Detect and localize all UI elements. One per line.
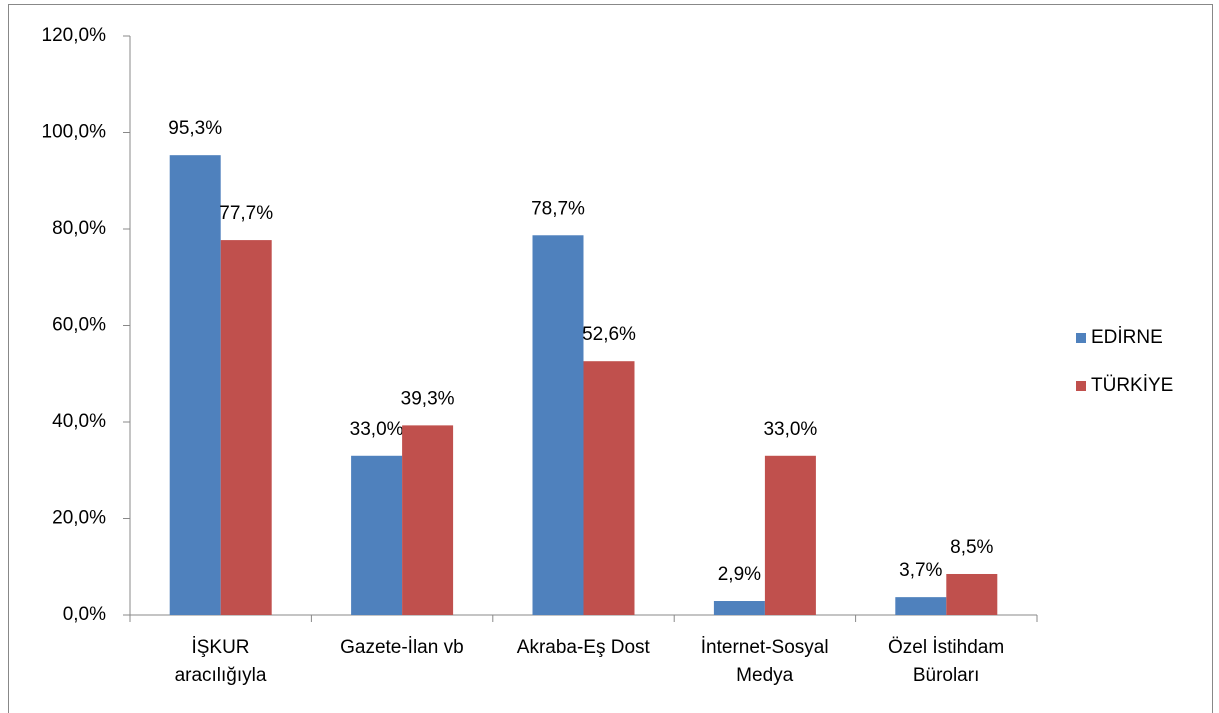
y-tick-label: 40,0% — [52, 411, 106, 432]
data-label: 39,3% — [401, 388, 455, 409]
data-label: 52,6% — [582, 324, 636, 345]
bar — [402, 425, 454, 615]
y-tick-label: 60,0% — [52, 315, 106, 336]
data-label: 95,3% — [168, 118, 222, 139]
data-label: 8,5% — [950, 537, 993, 558]
bar — [583, 361, 635, 615]
x-tick-label: Gazete-İlan vb — [340, 637, 464, 658]
legend-label: EDİRNE — [1091, 327, 1163, 348]
bar — [351, 455, 403, 615]
x-tick-label: Özel İstihdam Büroları — [888, 637, 1005, 686]
y-tick-label: 80,0% — [52, 218, 106, 239]
data-label: 33,0% — [350, 419, 404, 440]
x-tick-label: Akraba-Eş Dost — [516, 637, 650, 658]
y-tick-label: 100,0% — [42, 122, 107, 143]
data-label: 3,7% — [899, 560, 942, 581]
x-tick-label: İnternet-Sosyal Medya — [700, 637, 829, 686]
y-tick-label: 120,0% — [42, 25, 107, 46]
bar — [895, 597, 947, 615]
data-label: 77,7% — [219, 203, 273, 224]
bar — [220, 240, 272, 615]
legend-label: TÜRKİYE — [1091, 375, 1173, 396]
data-label: 33,0% — [763, 419, 817, 440]
bar — [946, 573, 998, 615]
chart-frame — [8, 4, 1213, 713]
y-tick-label: 20,0% — [52, 508, 106, 529]
bar — [169, 155, 221, 616]
x-tick-label: İŞKUR aracılığıyla — [174, 637, 267, 686]
data-label: 78,7% — [531, 198, 585, 219]
legend-swatch — [1076, 381, 1086, 391]
bar — [713, 601, 765, 615]
y-tick-label: 0,0% — [63, 604, 106, 625]
bar — [532, 235, 584, 615]
bar — [764, 455, 816, 615]
data-label: 2,9% — [718, 564, 761, 585]
legend-swatch — [1076, 333, 1086, 343]
